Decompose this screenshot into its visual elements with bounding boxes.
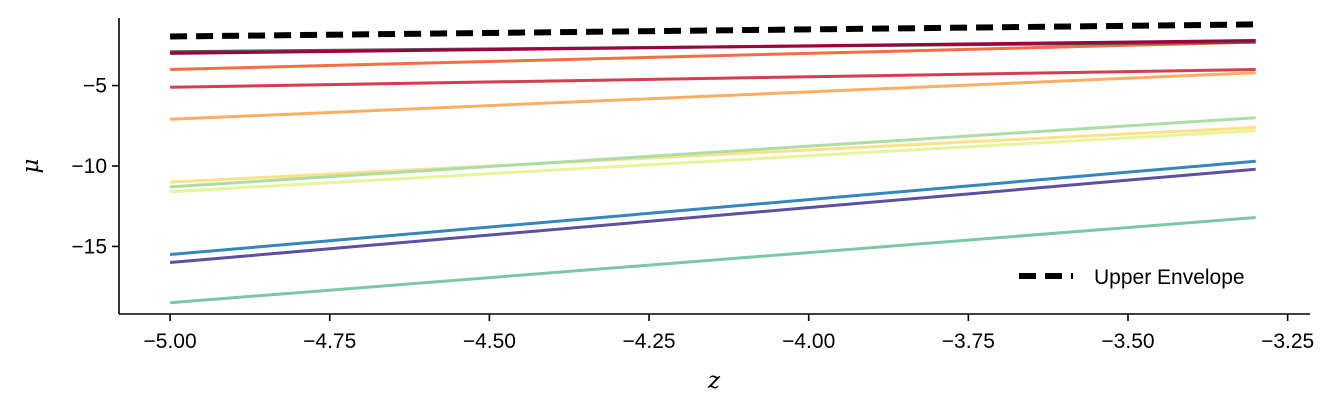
x-tick-label: −4.00	[782, 330, 835, 353]
x-tick-label: −3.50	[1101, 330, 1154, 353]
y-ticks: −5 −10 −15	[71, 75, 119, 258]
upper-envelope-line	[170, 21, 1256, 40]
envelope-layer	[170, 21, 1256, 40]
x-ticks: −5.00 −4.75 −4.50 −4.25 −4.00 −3.75 −3.50 −3.25	[144, 314, 1314, 353]
y-tick-label: −5	[83, 75, 107, 98]
series-line-7	[170, 71, 1256, 121]
y-tick-label: −15	[71, 235, 107, 258]
series-line-5	[170, 125, 1256, 184]
series-line-11	[170, 39, 1256, 55]
series-line-3	[169, 159, 1256, 256]
x-tick-label: −3.25	[1261, 330, 1314, 353]
series-line-1	[169, 216, 1256, 305]
x-tick-label: −4.75	[303, 330, 356, 353]
series-line-9	[170, 40, 1256, 71]
series-line-6	[170, 116, 1256, 189]
y-axis-label: μ	[18, 159, 44, 174]
series-layer	[169, 39, 1256, 305]
legend-label-upper-envelope: Upper Envelope	[1094, 266, 1245, 289]
x-axis-label: z	[707, 368, 721, 394]
series-line-8	[170, 68, 1256, 89]
series-line-2	[169, 167, 1256, 264]
x-tick-label: −4.50	[463, 330, 516, 353]
series-line-4	[170, 129, 1256, 194]
x-tick-label: −5.00	[144, 330, 197, 353]
y-tick-label: −10	[71, 155, 107, 178]
legend: Upper Envelope	[1019, 266, 1245, 289]
x-tick-label: −3.75	[942, 330, 995, 353]
x-tick-label: −4.25	[622, 330, 675, 353]
